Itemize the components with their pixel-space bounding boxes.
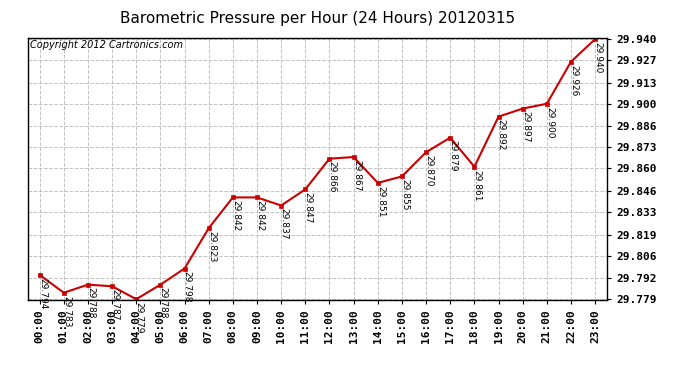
Text: 29.897: 29.897 <box>521 111 530 143</box>
Text: 29.879: 29.879 <box>448 140 457 172</box>
Text: 29.851: 29.851 <box>376 186 385 217</box>
Text: Barometric Pressure per Hour (24 Hours) 20120315: Barometric Pressure per Hour (24 Hours) … <box>120 11 515 26</box>
Text: 29.788: 29.788 <box>86 287 95 319</box>
Text: 29.788: 29.788 <box>159 287 168 319</box>
Text: 29.847: 29.847 <box>304 192 313 224</box>
Text: 29.892: 29.892 <box>497 119 506 151</box>
Text: 29.842: 29.842 <box>255 200 264 231</box>
Text: 29.870: 29.870 <box>424 155 433 186</box>
Text: 29.926: 29.926 <box>569 64 578 96</box>
Text: 29.837: 29.837 <box>279 208 288 240</box>
Text: 29.861: 29.861 <box>473 170 482 201</box>
Text: 29.798: 29.798 <box>183 271 192 303</box>
Text: 29.900: 29.900 <box>545 106 554 138</box>
Text: 29.855: 29.855 <box>400 179 409 211</box>
Text: 29.783: 29.783 <box>62 296 71 327</box>
Text: 29.823: 29.823 <box>207 231 216 262</box>
Text: 29.842: 29.842 <box>231 200 240 231</box>
Text: 29.787: 29.787 <box>110 289 119 321</box>
Text: 29.794: 29.794 <box>38 278 47 309</box>
Text: 29.779: 29.779 <box>135 302 144 333</box>
Text: Copyright 2012 Cartronics.com: Copyright 2012 Cartronics.com <box>30 40 184 50</box>
Text: 29.940: 29.940 <box>593 42 602 73</box>
Text: 29.866: 29.866 <box>328 161 337 193</box>
Text: 29.867: 29.867 <box>352 160 361 191</box>
